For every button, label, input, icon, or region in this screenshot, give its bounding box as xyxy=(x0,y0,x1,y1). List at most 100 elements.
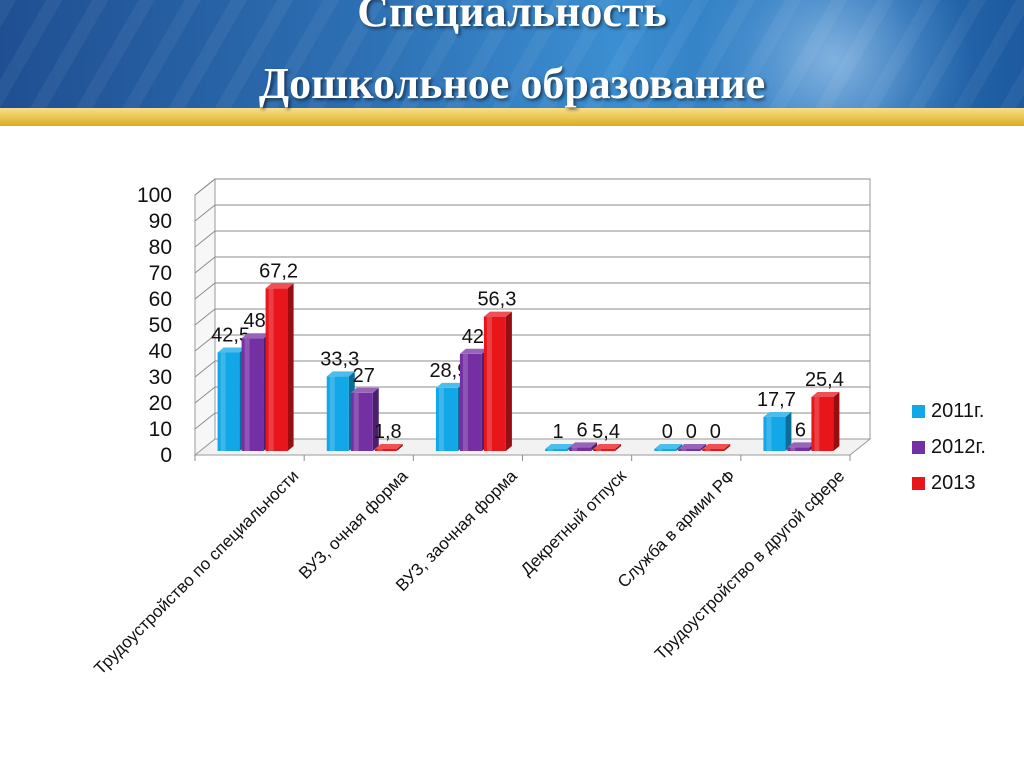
data-label: 1 xyxy=(553,421,564,443)
bar-highlight xyxy=(353,392,359,451)
bar-highlight xyxy=(329,376,335,451)
bar-top xyxy=(545,444,574,449)
bar-highlight xyxy=(548,449,554,451)
data-label: 42,5 xyxy=(211,325,250,347)
data-label: 28,9 xyxy=(429,360,468,382)
globe-glow xyxy=(674,0,994,112)
bar-top xyxy=(483,311,512,317)
gridline xyxy=(194,412,870,430)
bar xyxy=(702,449,725,451)
bar-highlight xyxy=(220,352,226,451)
bar-highlight xyxy=(268,288,274,451)
y-tick-label: 50 xyxy=(149,314,172,337)
gridline xyxy=(194,230,870,248)
bar-side xyxy=(700,444,707,451)
data-label: 0 xyxy=(662,421,673,443)
data-label: 5,4 xyxy=(592,421,620,443)
bar-top xyxy=(763,411,792,417)
bar-highlight xyxy=(462,353,468,451)
slide-title-line1: Специальность xyxy=(357,0,667,36)
bar xyxy=(545,449,568,451)
data-label: 48 xyxy=(243,310,265,332)
x-category-label: Трудоустройство в другой сфере xyxy=(651,466,848,663)
bar-top xyxy=(654,444,683,449)
y-tick-label: 90 xyxy=(149,210,172,233)
bar-top xyxy=(459,348,488,354)
bar xyxy=(593,448,616,451)
legend-swatch xyxy=(912,476,925,490)
gridline xyxy=(194,178,870,196)
bar-highlight xyxy=(596,448,602,451)
title-banner xyxy=(0,0,1024,112)
y-tick-label: 100 xyxy=(137,184,172,207)
data-label: 56,3 xyxy=(477,289,516,311)
gridline xyxy=(194,282,870,300)
banner-texture xyxy=(0,0,1024,112)
bar-side xyxy=(676,444,683,451)
bar-highlight xyxy=(681,449,687,451)
y-tick-label: 80 xyxy=(149,236,172,259)
bar-top xyxy=(350,387,379,393)
bar-side xyxy=(833,391,840,451)
y-tick-label: 60 xyxy=(149,288,172,311)
slide-title-line2: Дошкольное образование xyxy=(258,59,766,108)
bar-top xyxy=(435,382,464,388)
legend-item: 2012г. xyxy=(912,429,986,465)
bar-side xyxy=(396,444,403,451)
chart-legend: 2011г. 2012г. 2013 xyxy=(912,393,986,501)
bar-side xyxy=(287,283,294,451)
bar-highlight xyxy=(244,338,250,451)
y-tick-label: 10 xyxy=(149,418,172,441)
bar xyxy=(678,449,701,451)
y-tick-label: 70 xyxy=(149,262,172,285)
legend-item: 2013 xyxy=(912,465,986,501)
x-category-label: Декретный отпуск xyxy=(517,466,630,579)
data-label: 17,7 xyxy=(757,389,796,411)
y-tick-label: 40 xyxy=(149,340,172,363)
bar-top xyxy=(678,444,707,449)
legend-label: 2011г. xyxy=(931,399,985,422)
bar-highlight xyxy=(657,449,663,451)
legend-label: 2013 xyxy=(931,471,976,494)
bar-top xyxy=(787,442,816,448)
bar-side xyxy=(724,444,731,451)
data-label: 0 xyxy=(686,421,697,443)
bar-highlight xyxy=(377,449,383,451)
bar-top xyxy=(593,443,622,449)
bar-highlight xyxy=(766,416,772,451)
bar xyxy=(787,447,810,451)
data-label: 27 xyxy=(353,365,375,387)
bar-top xyxy=(217,347,246,353)
bar-side xyxy=(505,311,512,451)
gridline xyxy=(194,308,870,326)
data-label: 25,4 xyxy=(805,369,844,391)
bar-top xyxy=(265,283,294,289)
bar-highlight xyxy=(790,447,796,451)
gridline xyxy=(194,360,870,378)
bar-top xyxy=(569,442,598,448)
x-category-label: Служба в армии РФ xyxy=(614,466,739,591)
data-label: 0 xyxy=(710,421,721,443)
bar-top xyxy=(811,391,840,397)
gridline xyxy=(194,334,870,352)
y-tick-label: 20 xyxy=(149,392,172,415)
data-label: 33,3 xyxy=(320,348,359,370)
bar-highlight xyxy=(705,449,711,451)
bar-top xyxy=(374,444,403,449)
x-category-label: ВУЗ, очная форма xyxy=(295,466,412,583)
x-category-label: ВУЗ, заочная форма xyxy=(392,466,521,595)
legend-item: 2011г. xyxy=(912,393,986,429)
bar-highlight xyxy=(438,387,444,451)
data-label: 1,8 xyxy=(374,421,402,443)
bar-side xyxy=(372,387,379,451)
bar-side xyxy=(785,411,792,451)
bar-highlight xyxy=(572,447,578,451)
bar xyxy=(569,447,592,451)
bar-top xyxy=(702,444,731,449)
legend-swatch xyxy=(912,440,925,454)
gridline xyxy=(194,204,870,222)
bar-top xyxy=(326,371,355,377)
x-category-label: Трудоустройство по специальности xyxy=(90,466,302,678)
legend-label: 2012г. xyxy=(931,435,986,458)
